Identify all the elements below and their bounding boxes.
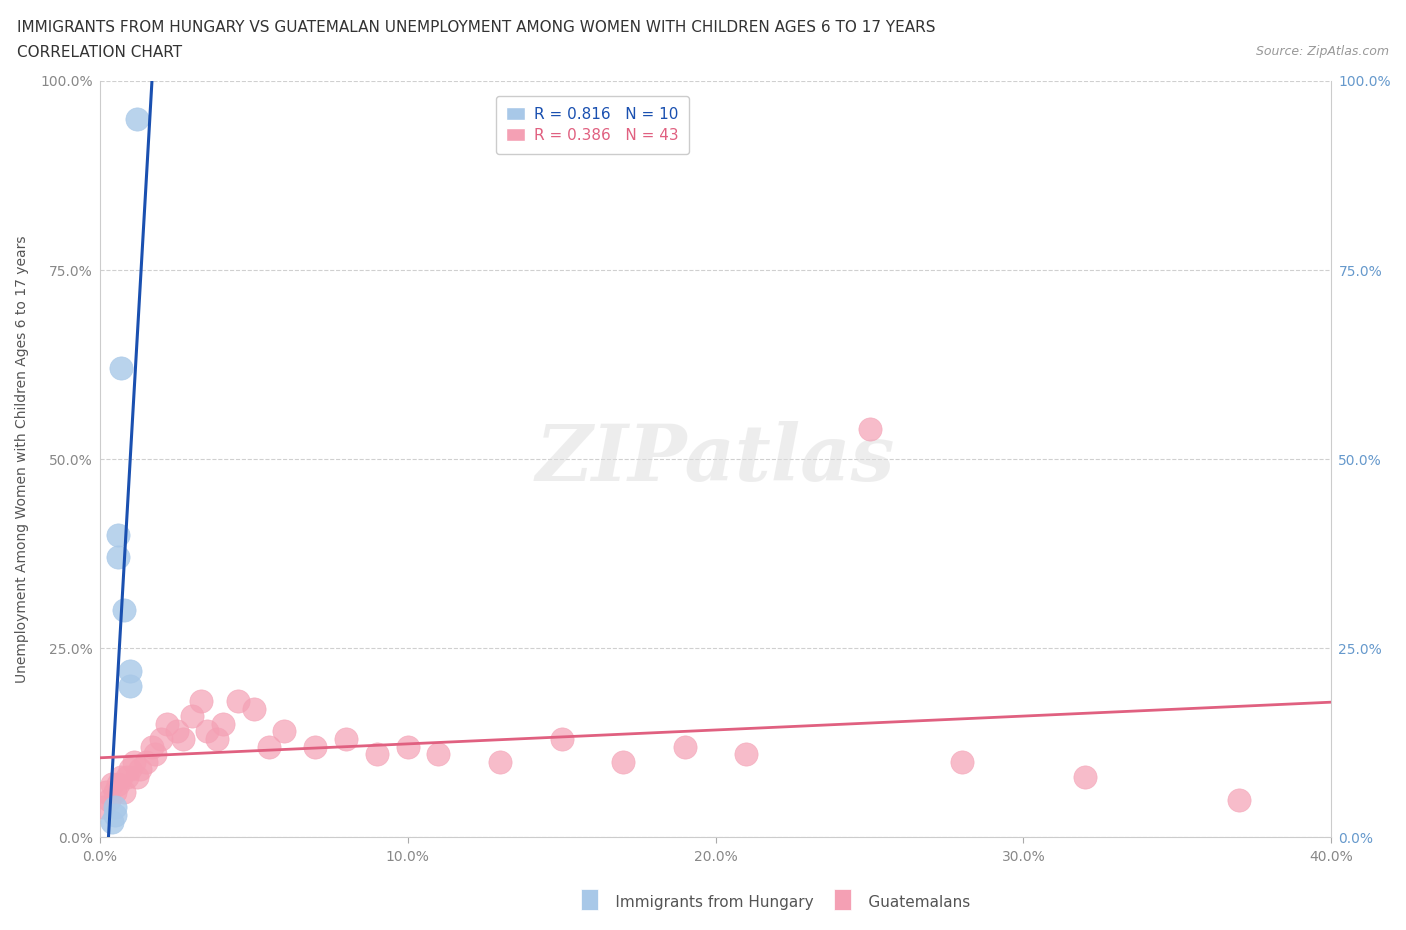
Point <box>97 792 120 807</box>
Point <box>128 762 150 777</box>
Point <box>1227 792 1250 807</box>
Point <box>550 732 572 747</box>
Point <box>107 527 129 542</box>
Point <box>91 800 114 815</box>
Point <box>181 709 204 724</box>
Point <box>858 421 880 436</box>
Point <box>242 701 264 716</box>
Point <box>396 739 419 754</box>
Point <box>197 724 219 739</box>
Point <box>143 747 166 762</box>
Point <box>735 747 758 762</box>
Point <box>110 361 132 376</box>
Point <box>1074 769 1097 784</box>
Point <box>673 739 696 754</box>
Point <box>366 747 388 762</box>
Point <box>427 747 450 762</box>
Point <box>150 732 173 747</box>
Legend: R = 0.816   N = 10, R = 0.386   N = 43: R = 0.816 N = 10, R = 0.386 N = 43 <box>496 96 689 153</box>
Point <box>101 815 124 830</box>
Point <box>122 754 145 769</box>
Point <box>107 550 129 565</box>
Point <box>107 777 129 791</box>
Point <box>104 785 127 800</box>
Point <box>304 739 326 754</box>
Point <box>273 724 295 739</box>
Point <box>104 800 127 815</box>
Text: IMMIGRANTS FROM HUNGARY VS GUATEMALAN UNEMPLOYMENT AMONG WOMEN WITH CHILDREN AGE: IMMIGRANTS FROM HUNGARY VS GUATEMALAN UN… <box>17 20 935 35</box>
Text: Immigrants from Hungary: Immigrants from Hungary <box>591 895 813 910</box>
Point <box>950 754 973 769</box>
Point <box>94 785 117 800</box>
Point <box>125 112 148 126</box>
Point <box>141 739 163 754</box>
Point <box>612 754 634 769</box>
Point <box>120 679 142 694</box>
Point <box>205 732 228 747</box>
Text: CORRELATION CHART: CORRELATION CHART <box>17 45 181 60</box>
Text: ZIPatlas: ZIPatlas <box>536 421 896 498</box>
Point <box>120 663 142 678</box>
Point <box>156 716 179 731</box>
Point <box>166 724 188 739</box>
Point <box>101 777 124 791</box>
Point <box>112 785 135 800</box>
Point <box>104 807 127 822</box>
Point <box>110 769 132 784</box>
Point <box>117 769 139 784</box>
Text: Source: ZipAtlas.com: Source: ZipAtlas.com <box>1256 45 1389 58</box>
Point <box>172 732 194 747</box>
Point <box>120 762 142 777</box>
Point <box>226 694 249 709</box>
Point <box>489 754 512 769</box>
Point <box>212 716 235 731</box>
Point <box>335 732 357 747</box>
Point <box>257 739 280 754</box>
Point <box>135 754 157 769</box>
Y-axis label: Unemployment Among Women with Children Ages 6 to 17 years: Unemployment Among Women with Children A… <box>15 235 30 683</box>
Point <box>125 769 148 784</box>
Point <box>112 603 135 618</box>
Point <box>190 694 212 709</box>
Text: Guatemalans: Guatemalans <box>844 895 970 910</box>
